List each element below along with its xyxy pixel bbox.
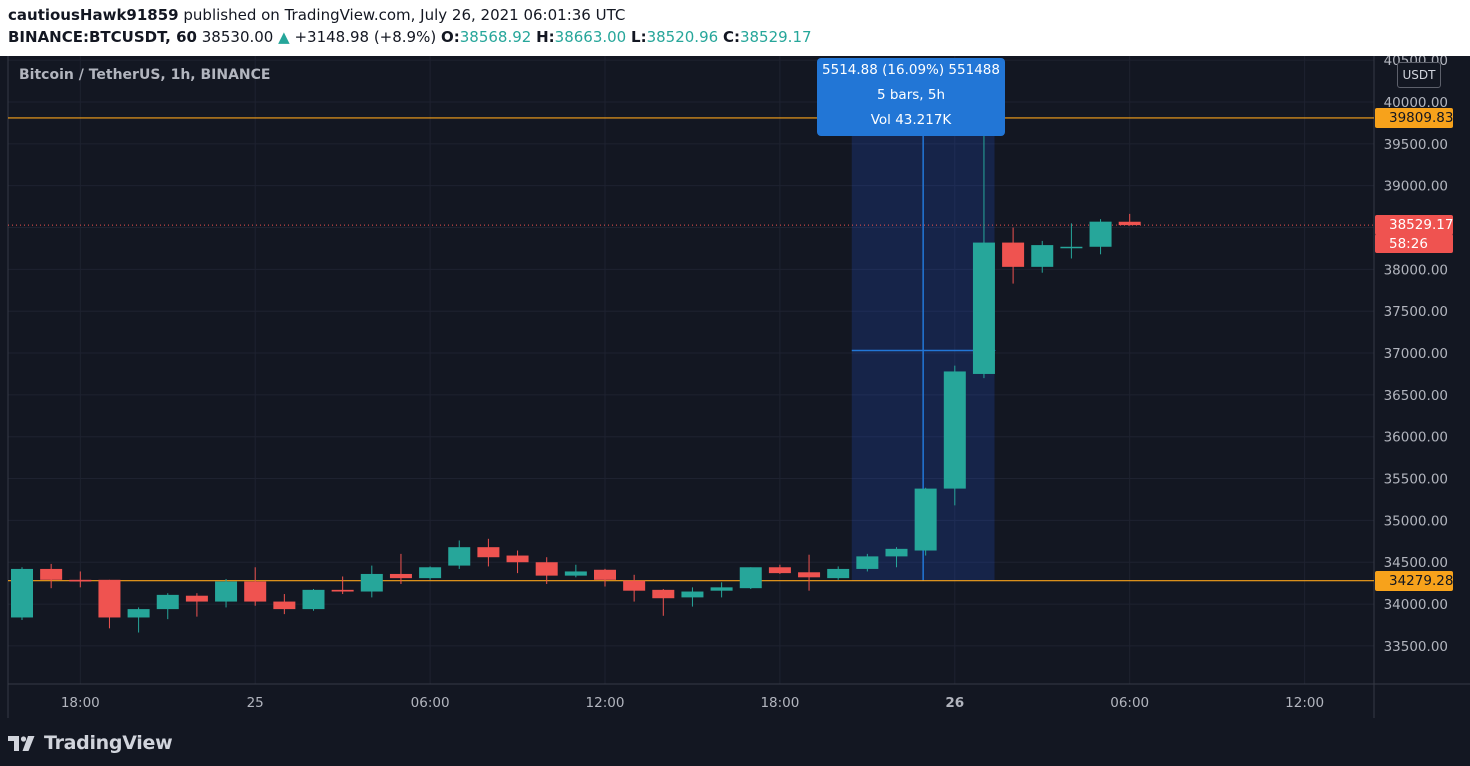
last-price-tag: 38529.17 — [1375, 215, 1453, 235]
y-tick-label: 38000.00 — [1384, 262, 1448, 278]
candle-up — [127, 609, 150, 618]
y-tick-label: 39500.00 — [1384, 137, 1448, 153]
close-value: 38529.17 — [739, 28, 812, 46]
y-tick-label: 40000.00 — [1384, 95, 1448, 111]
candle-up — [1089, 221, 1112, 247]
candle-up — [681, 591, 704, 598]
candle-down — [389, 573, 412, 579]
y-tick-label: 33500.00 — [1384, 639, 1448, 655]
candle-down — [244, 581, 267, 602]
measurement-bars: 5 bars, 5h — [876, 87, 946, 103]
tradingview-logo-text: TradingView — [44, 732, 173, 754]
author-name[interactable]: cautiousHawk91859 — [8, 6, 179, 24]
x-tick-label: 26 — [945, 695, 964, 711]
x-tick-label: 18:00 — [760, 695, 799, 711]
tradingview-logo-icon — [8, 736, 35, 751]
low-label: L: — [631, 28, 647, 46]
x-tick-label: 12:00 — [1285, 695, 1324, 711]
candle-down — [273, 601, 296, 610]
candle-up — [215, 581, 238, 602]
candle-up — [360, 573, 383, 592]
candle-down — [40, 568, 63, 580]
measurement-volume: Vol 43.217K — [870, 112, 952, 128]
y-tick-label: 37500.00 — [1384, 304, 1448, 320]
candle-up — [448, 547, 471, 566]
y-tick-label: 34500.00 — [1384, 555, 1448, 571]
candle-up — [564, 571, 587, 576]
publish-info: cautiousHawk91859 published on TradingVi… — [8, 6, 625, 24]
x-tick-label: 06:00 — [1110, 695, 1149, 711]
symbol-name: BINANCE:BTCUSDT, 60 — [8, 28, 197, 46]
candlestick-chart[interactable]: 40500.0040000.0039500.0039000.0038500.00… — [0, 56, 1470, 732]
level-price-tag-upper: 39809.83 — [1375, 108, 1453, 128]
candle-down — [98, 579, 121, 618]
y-tick-label: 35000.00 — [1384, 513, 1448, 529]
level-price-tag-lower: 34279.28 — [1375, 571, 1453, 591]
candle-down — [1118, 221, 1141, 226]
x-tick-label: 18:00 — [61, 695, 100, 711]
y-tick-label: 39000.00 — [1384, 179, 1448, 195]
x-tick-label: 06:00 — [411, 695, 450, 711]
candle-up — [856, 556, 879, 569]
y-tick-label: 36000.00 — [1384, 430, 1448, 446]
high-value: 38663.00 — [554, 28, 627, 46]
close-label: C: — [722, 28, 740, 46]
candle-down — [185, 595, 208, 602]
tradingview-logo[interactable]: TradingView — [8, 731, 173, 755]
low-value: 38520.96 — [646, 28, 719, 46]
open-value: 38568.92 — [459, 28, 532, 46]
candle-up — [156, 594, 179, 610]
candle-down — [623, 580, 646, 591]
symbol-info: BINANCE:BTCUSDT, 60 38530.00 ▲ +3148.98 … — [8, 28, 812, 46]
price-change: +3148.98 (+8.9%) — [294, 28, 437, 46]
candle-down — [506, 555, 529, 563]
y-tick-label: 34000.00 — [1384, 597, 1448, 613]
candle-down — [69, 579, 92, 582]
candle-down — [594, 569, 616, 580]
candle-down — [798, 572, 821, 578]
candle-up — [1031, 245, 1054, 267]
candle-up — [885, 548, 908, 557]
open-label: O: — [440, 28, 460, 46]
candle-up — [1060, 246, 1083, 249]
high-label: H: — [536, 28, 555, 46]
candle-up — [943, 371, 966, 489]
candle-up — [302, 589, 325, 610]
x-tick-label: 12:00 — [586, 695, 625, 711]
change-up-arrow-icon: ▲ — [278, 28, 290, 46]
chart-background — [0, 56, 1470, 732]
currency-button[interactable]: USDT — [1397, 62, 1441, 88]
y-tick-label: 36500.00 — [1384, 388, 1448, 404]
y-tick-label: 35500.00 — [1384, 472, 1448, 488]
bar-countdown-tag: 58:26 — [1375, 234, 1453, 253]
candle-up — [827, 568, 850, 579]
chart-title: Bitcoin / TetherUS, 1h, BINANCE — [19, 67, 271, 83]
candle-down — [535, 562, 558, 576]
candle-up — [419, 567, 442, 579]
candle-up — [739, 567, 762, 589]
candle-up — [914, 488, 937, 551]
candle-up — [11, 568, 33, 618]
candle-down — [331, 589, 354, 592]
candle-up — [710, 587, 733, 591]
x-tick-label: 25 — [247, 695, 264, 711]
candle-up — [972, 242, 995, 374]
publish-text: published on TradingView.com, July 26, 2… — [178, 6, 626, 24]
measurement-change: 5514.88 (16.09%) 551488 — [822, 62, 1000, 78]
candle-down — [1002, 242, 1025, 267]
last-price: 38530.00 — [201, 28, 274, 46]
candle-down — [652, 589, 675, 599]
candle-down — [768, 567, 791, 574]
candle-down — [477, 547, 500, 558]
y-tick-label: 37000.00 — [1384, 346, 1448, 362]
publish-header: cautiousHawk91859 published on TradingVi… — [0, 0, 1470, 56]
measurement-tooltip: 5514.88 (16.09%) 551488 5 bars, 5h Vol 4… — [817, 58, 1005, 136]
